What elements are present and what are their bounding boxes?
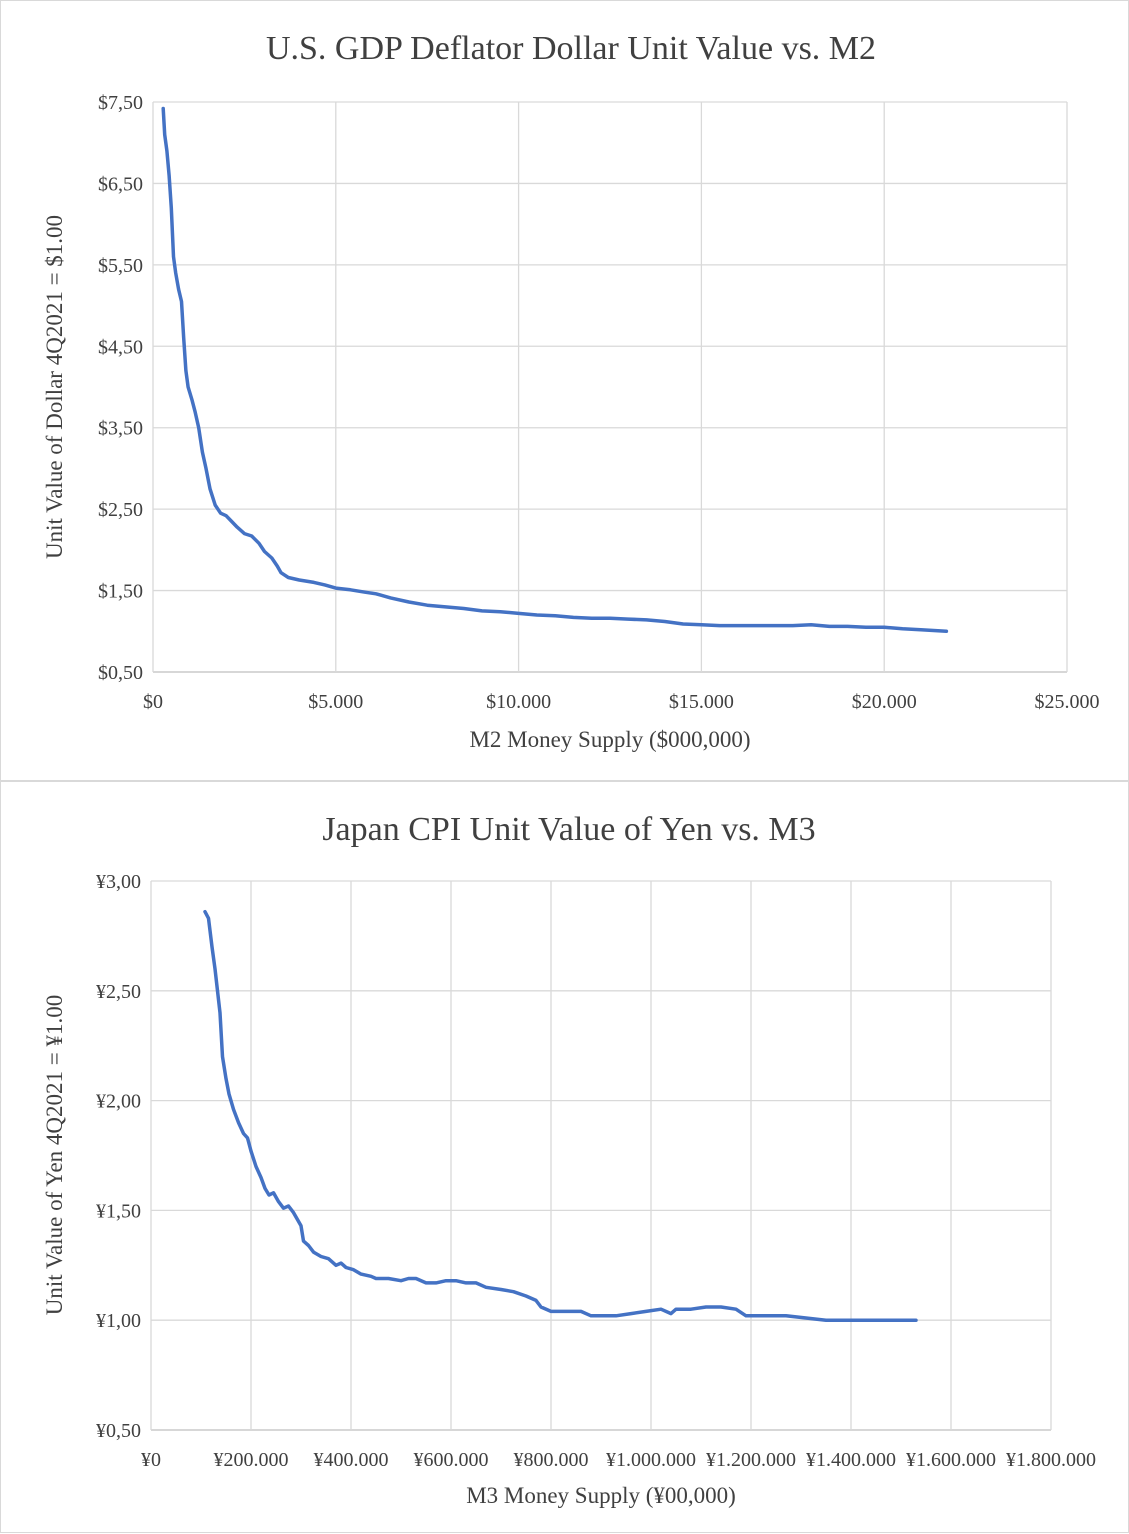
- x-tick-label: ¥1.800.000: [1006, 1449, 1096, 1471]
- x-tick-label: ¥0: [141, 1449, 161, 1471]
- series-line: [161, 106, 949, 634]
- x-tick-label: ¥1.200.000: [706, 1449, 796, 1471]
- y-tick-label: ¥1,00: [96, 1310, 141, 1332]
- us-chart-panel: U.S. GDP Deflator Dollar Unit Value vs. …: [0, 0, 1129, 781]
- x-tick-label: ¥600.000: [414, 1449, 489, 1471]
- x-tick-label: $25.000: [1035, 691, 1100, 713]
- y-axis-title: Unit Value of Yen 4Q2021 = ¥1.00: [42, 995, 67, 1316]
- y-axis-title: Unit Value of Dollar 4Q2021 = $1.00: [42, 215, 67, 559]
- x-tick-label: $0: [143, 691, 163, 713]
- y-tick-label: ¥1,50: [96, 1200, 141, 1222]
- y-tick-label: $2,50: [98, 499, 143, 521]
- x-tick-label: ¥1.000.000: [606, 1449, 696, 1471]
- x-tick-label: ¥1.600.000: [906, 1449, 996, 1471]
- series-line: [203, 909, 918, 1322]
- x-tick-label: ¥400.000: [314, 1449, 389, 1471]
- x-tick-label: $10.000: [486, 691, 551, 713]
- y-tick-label: $5,50: [98, 255, 143, 277]
- x-axis-title: M2 Money Supply ($000,000): [469, 727, 750, 752]
- x-tick-label: $15.000: [669, 691, 734, 713]
- y-tick-label: ¥2,50: [96, 981, 141, 1003]
- x-tick-label: ¥800.000: [514, 1449, 589, 1471]
- y-tick-label: ¥3,00: [96, 871, 141, 893]
- x-axis-title: M3 Money Supply (¥00,000): [466, 1483, 736, 1508]
- x-tick-label: ¥1.400.000: [806, 1449, 896, 1471]
- y-tick-label: $7,50: [98, 92, 143, 114]
- y-tick-label: $0,50: [98, 662, 143, 684]
- y-tick-label: $3,50: [98, 418, 143, 440]
- y-tick-label: ¥0,50: [96, 1420, 141, 1442]
- us-gdp-deflator-chart: U.S. GDP Deflator Dollar Unit Value vs. …: [42, 30, 1100, 752]
- japan-cpi-chart: Japan CPI Unit Value of Yen vs. M3 ¥0 ¥20…: [42, 811, 1096, 1508]
- chart-title: U.S. GDP Deflator Dollar Unit Value vs. …: [266, 30, 876, 67]
- y-tick-label: $6,50: [98, 173, 143, 195]
- y-tick-label: $4,50: [98, 336, 143, 358]
- x-tick-label: ¥200.000: [214, 1449, 289, 1471]
- y-tick-label: ¥2,00: [96, 1091, 141, 1113]
- japan-chart-panel: Japan CPI Unit Value of Yen vs. M3 ¥0 ¥20…: [0, 781, 1129, 1533]
- y-tick-label: $1,50: [98, 581, 143, 603]
- x-tick-label: $5.000: [308, 691, 363, 713]
- x-tick-label: $20.000: [852, 691, 917, 713]
- chart-title: Japan CPI Unit Value of Yen vs. M3: [322, 811, 815, 848]
